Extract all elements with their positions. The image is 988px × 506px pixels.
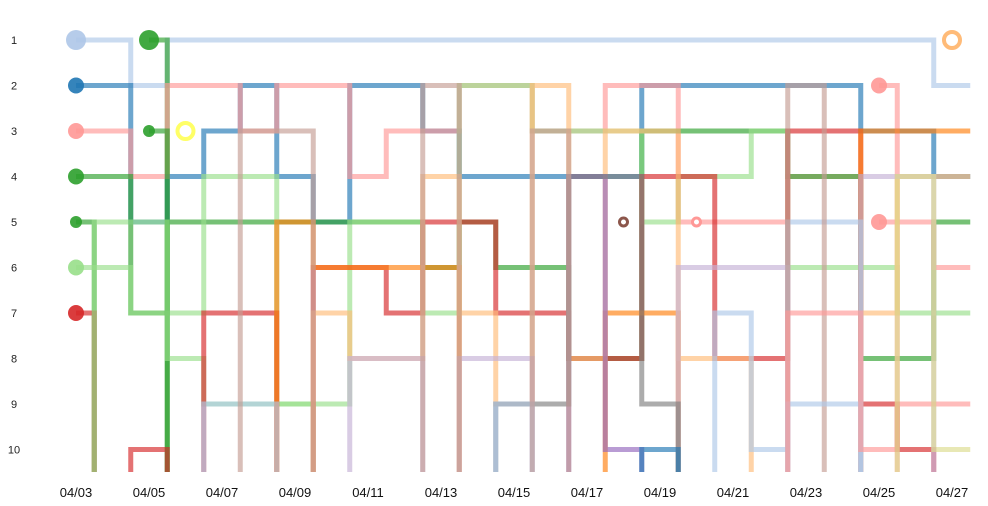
y-tick-label: 10 bbox=[8, 445, 20, 457]
x-tick-label: 04/23 bbox=[790, 485, 823, 500]
y-tick-label: 7 bbox=[11, 308, 17, 320]
x-tick-label: 04/09 bbox=[279, 485, 312, 500]
series-line-12[interactable] bbox=[879, 83, 900, 473]
y-axis-ticks: 1 2 3 4 5 6 7 8 9 10 bbox=[8, 35, 20, 457]
series-line-5[interactable] bbox=[76, 219, 97, 472]
y-tick-label: 3 bbox=[11, 126, 17, 138]
series-start-marker[interactable] bbox=[871, 214, 887, 230]
series-line-3[interactable] bbox=[76, 83, 864, 473]
series-markers bbox=[66, 30, 962, 321]
y-tick-label: 4 bbox=[11, 172, 17, 184]
y-tick-label: 2 bbox=[11, 81, 17, 93]
series-line-13[interactable] bbox=[879, 219, 971, 270]
series-line-19[interactable] bbox=[347, 174, 937, 473]
x-tick-label: 04/07 bbox=[206, 485, 239, 500]
y-tick-label: 5 bbox=[11, 217, 17, 229]
series-start-marker[interactable] bbox=[691, 216, 702, 228]
series-line-24[interactable] bbox=[639, 447, 681, 473]
series-lines bbox=[76, 37, 971, 473]
series-line-4[interactable] bbox=[76, 128, 971, 361]
x-axis-ticks: 04/03 04/05 04/07 04/09 04/11 04/13 04/15 04/17… bbox=[60, 485, 969, 500]
x-tick-label: 04/11 bbox=[352, 485, 384, 500]
x-tick-label: 04/27 bbox=[936, 485, 969, 500]
series-line-17[interactable] bbox=[274, 128, 971, 472]
x-tick-label: 04/17 bbox=[571, 485, 604, 500]
series-start-marker[interactable] bbox=[68, 123, 84, 139]
series-start-marker[interactable] bbox=[68, 77, 84, 94]
series-start-marker[interactable] bbox=[68, 168, 84, 185]
series-line-27[interactable] bbox=[894, 174, 971, 473]
series-line-7[interactable] bbox=[76, 310, 97, 472]
x-tick-label: 04/15 bbox=[498, 485, 531, 500]
series-start-marker[interactable] bbox=[871, 77, 887, 94]
series-start-marker[interactable] bbox=[143, 125, 155, 137]
series-line-23[interactable] bbox=[237, 83, 827, 473]
series-start-marker[interactable] bbox=[139, 30, 159, 50]
y-tick-label: 8 bbox=[11, 354, 17, 366]
y-tick-label: 6 bbox=[11, 263, 17, 275]
series-start-marker[interactable] bbox=[942, 30, 962, 50]
series-start-marker[interactable] bbox=[70, 216, 82, 228]
series-line-1[interactable] bbox=[149, 37, 170, 472]
x-tick-label: 04/19 bbox=[644, 485, 677, 500]
y-tick-label: 9 bbox=[11, 399, 17, 411]
series-line-20[interactable] bbox=[566, 174, 645, 473]
y-tick-label: 1 bbox=[11, 35, 17, 47]
series-start-marker[interactable] bbox=[66, 30, 86, 50]
series-line-8[interactable] bbox=[149, 128, 170, 472]
series-start-marker[interactable] bbox=[68, 259, 84, 276]
series-start-marker[interactable] bbox=[618, 216, 629, 228]
series-line-0[interactable] bbox=[76, 37, 971, 88]
series-line-2[interactable] bbox=[76, 83, 971, 225]
series-start-marker[interactable] bbox=[68, 305, 84, 321]
x-tick-label: 04/25 bbox=[863, 485, 896, 500]
x-tick-label: 04/13 bbox=[425, 485, 458, 500]
series-start-marker[interactable] bbox=[175, 121, 196, 141]
series-line-26[interactable] bbox=[785, 310, 971, 472]
x-tick-label: 04/21 bbox=[717, 485, 750, 500]
x-tick-label: 04/03 bbox=[60, 485, 93, 500]
x-tick-label: 04/05 bbox=[133, 485, 166, 500]
